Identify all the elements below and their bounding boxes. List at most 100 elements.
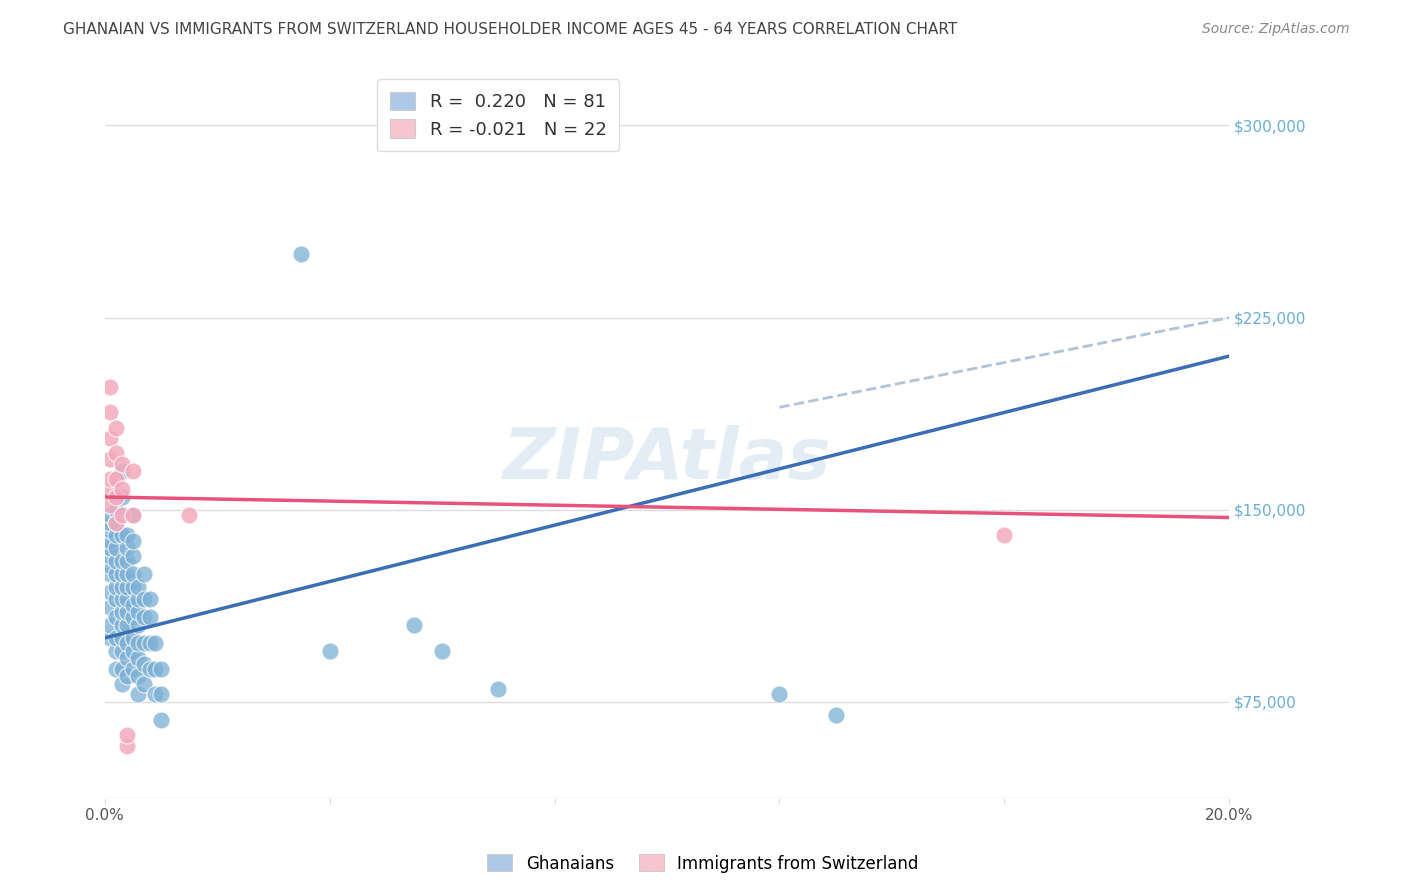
Point — [104, 472, 127, 486]
Point — [98, 508, 121, 522]
Point — [110, 566, 132, 581]
Point — [98, 584, 121, 599]
Text: ZIPAtlas: ZIPAtlas — [503, 425, 831, 494]
Point — [143, 687, 166, 701]
Point — [98, 380, 121, 394]
Point — [98, 600, 121, 615]
Point — [121, 662, 143, 676]
Point — [318, 644, 340, 658]
Point — [132, 592, 155, 607]
Point — [121, 464, 143, 478]
Point — [98, 498, 121, 512]
Point — [138, 610, 160, 624]
Point — [104, 592, 127, 607]
Point — [430, 644, 453, 658]
Point — [127, 651, 149, 665]
Point — [98, 541, 121, 556]
Point — [104, 516, 127, 530]
Point — [110, 490, 132, 504]
Point — [98, 472, 121, 486]
Point — [110, 644, 132, 658]
Legend: R =  0.220   N = 81, R = -0.021   N = 22: R = 0.220 N = 81, R = -0.021 N = 22 — [377, 79, 619, 152]
Point — [143, 636, 166, 650]
Point — [290, 246, 312, 260]
Point — [98, 483, 121, 497]
Point — [110, 592, 132, 607]
Point — [104, 490, 127, 504]
Point — [132, 566, 155, 581]
Point — [115, 541, 138, 556]
Point — [98, 451, 121, 466]
Text: GHANAIAN VS IMMIGRANTS FROM SWITZERLAND HOUSEHOLDER INCOME AGES 45 - 64 YEARS CO: GHANAIAN VS IMMIGRANTS FROM SWITZERLAND … — [63, 22, 957, 37]
Point — [121, 508, 143, 522]
Point — [127, 592, 149, 607]
Point — [104, 503, 127, 517]
Point — [104, 421, 127, 435]
Point — [110, 457, 132, 471]
Point — [127, 687, 149, 701]
Point — [149, 662, 172, 676]
Point — [104, 541, 127, 556]
Point — [110, 618, 132, 632]
Point — [121, 566, 143, 581]
Point — [110, 464, 132, 478]
Point — [115, 618, 138, 632]
Point — [104, 644, 127, 658]
Point — [115, 566, 138, 581]
Point — [115, 636, 138, 650]
Point — [149, 713, 172, 727]
Point — [110, 580, 132, 594]
Point — [98, 524, 121, 538]
Point — [98, 559, 121, 574]
Point — [402, 618, 425, 632]
Point — [110, 554, 132, 568]
Point — [110, 528, 132, 542]
Point — [127, 580, 149, 594]
Point — [149, 687, 172, 701]
Point — [138, 662, 160, 676]
Point — [138, 592, 160, 607]
Point — [127, 669, 149, 683]
Point — [115, 580, 138, 594]
Point — [121, 580, 143, 594]
Point — [768, 687, 790, 701]
Point — [127, 636, 149, 650]
Point — [132, 677, 155, 691]
Point — [104, 610, 127, 624]
Point — [110, 677, 132, 691]
Point — [110, 605, 132, 619]
Point — [115, 554, 138, 568]
Point — [104, 662, 127, 676]
Point — [121, 644, 143, 658]
Point — [824, 707, 846, 722]
Point — [486, 682, 509, 697]
Point — [115, 605, 138, 619]
Point — [127, 605, 149, 619]
Point — [98, 566, 121, 581]
Point — [115, 669, 138, 683]
Point — [127, 618, 149, 632]
Point — [121, 508, 143, 522]
Point — [98, 431, 121, 445]
Point — [110, 483, 132, 497]
Point — [98, 533, 121, 548]
Point — [110, 508, 132, 522]
Point — [177, 508, 200, 522]
Point — [121, 631, 143, 645]
Point — [121, 549, 143, 563]
Point — [115, 651, 138, 665]
Point — [993, 528, 1015, 542]
Point — [143, 662, 166, 676]
Point — [98, 618, 121, 632]
Point — [104, 516, 127, 530]
Point — [98, 631, 121, 645]
Legend: Ghanaians, Immigrants from Switzerland: Ghanaians, Immigrants from Switzerland — [481, 847, 925, 880]
Point — [104, 528, 127, 542]
Point — [110, 662, 132, 676]
Point — [104, 631, 127, 645]
Point — [110, 631, 132, 645]
Point — [138, 636, 160, 650]
Point — [121, 598, 143, 612]
Point — [115, 592, 138, 607]
Point — [115, 728, 138, 742]
